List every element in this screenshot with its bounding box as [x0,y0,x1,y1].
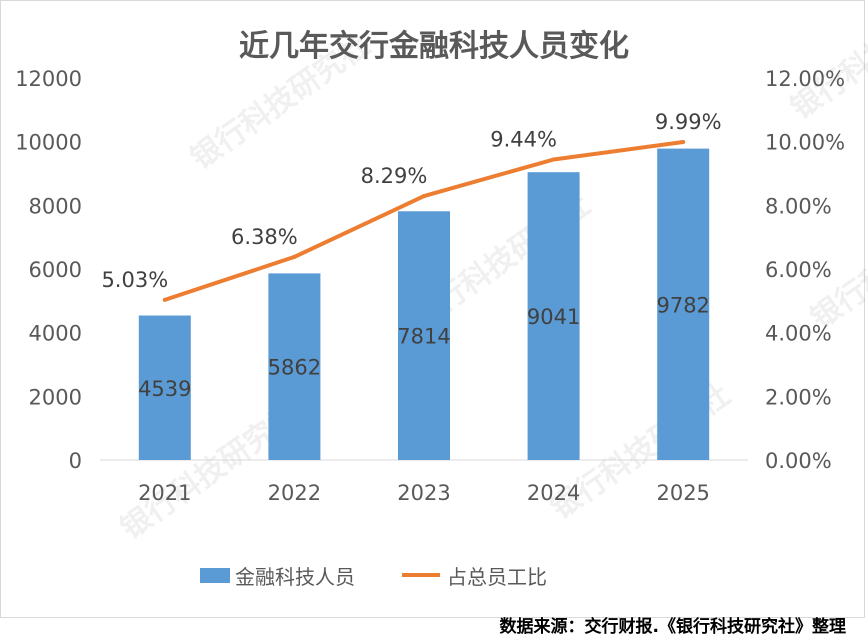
legend-line-label: 占总员工比 [447,565,547,589]
line-data-label: 6.38% [231,225,298,249]
y-right-tick-label: 4.00% [765,322,832,346]
source-note: 数据来源：交行财报.《银行科技研究社》整理 [499,617,846,637]
bar-data-label: 4539 [138,377,191,401]
bar-data-label: 9782 [656,293,709,317]
line-point [551,157,556,162]
bar [398,211,450,460]
line-data-label: 9.44% [490,127,557,151]
y-left-tick-label: 2000 [29,385,82,409]
x-tick-label: 2025 [656,481,709,505]
line-data-label: 8.29% [361,164,428,188]
line-point [292,254,297,259]
bar [527,172,580,461]
y-right-tick-label: 8.00% [765,194,832,218]
bar [268,273,321,460]
line-point [162,297,167,302]
line-point [422,194,426,199]
y-right-tick-label: 6.00% [765,258,832,282]
legend-bar-swatch [200,568,230,583]
y-left-tick-label: 0 [69,449,82,473]
bar [657,148,710,461]
bar [138,315,191,460]
bar-data-label: 5862 [268,356,321,380]
x-tick-label: 2021 [138,481,191,505]
x-tick-label: 2022 [268,481,321,505]
chart-title: 近几年交行金融科技人员变化 [239,29,629,64]
watermark-text: 银行科技研究社 [785,0,868,127]
x-tick-label: 2024 [527,481,580,505]
y-right-tick-label: 12.00% [765,67,845,91]
bar-data-label: 9041 [527,305,580,329]
y-left-tick-label: 10000 [15,131,82,155]
line-data-label: 9.99% [655,110,722,134]
legend-bar-label: 金融科技人员 [235,565,355,589]
y-left-tick-label: 4000 [29,322,82,346]
bar-data-label: 7814 [397,325,450,349]
chart-frame [0,0,865,618]
line-data-label: 5.03% [101,268,168,292]
y-right-tick-label: 2.00% [765,385,832,409]
line-point [681,139,686,144]
y-left-tick-label: 12000 [15,67,82,91]
y-right-tick-label: 10.00% [765,131,845,155]
y-left-tick-label: 8000 [29,194,82,218]
y-left-tick-label: 6000 [29,258,82,282]
x-tick-label: 2023 [397,481,450,505]
y-right-tick-label: 0.00% [765,449,832,473]
